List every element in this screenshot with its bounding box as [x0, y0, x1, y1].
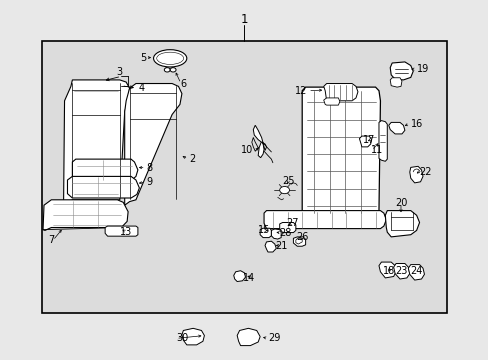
- Text: 2: 2: [189, 154, 196, 164]
- Text: 21: 21: [274, 240, 287, 251]
- Ellipse shape: [153, 50, 186, 67]
- Text: 18: 18: [382, 266, 395, 276]
- Polygon shape: [233, 271, 245, 282]
- Polygon shape: [409, 166, 422, 183]
- Polygon shape: [43, 200, 128, 230]
- Polygon shape: [407, 265, 424, 280]
- Polygon shape: [293, 237, 305, 246]
- Text: 30: 30: [176, 333, 188, 343]
- Text: 1: 1: [240, 13, 248, 26]
- Polygon shape: [264, 211, 386, 229]
- Polygon shape: [302, 87, 380, 216]
- Polygon shape: [378, 262, 395, 278]
- Text: 7: 7: [48, 235, 54, 246]
- Text: 12: 12: [294, 86, 306, 96]
- Bar: [41, 41, 447, 313]
- Text: 8: 8: [146, 163, 153, 173]
- Text: 26: 26: [295, 232, 308, 242]
- Polygon shape: [182, 328, 204, 345]
- Text: 16: 16: [410, 119, 422, 129]
- Text: 29: 29: [267, 333, 280, 343]
- Text: 11: 11: [370, 145, 382, 156]
- Text: 13: 13: [120, 227, 132, 237]
- Circle shape: [170, 68, 176, 72]
- Text: 28: 28: [279, 228, 291, 238]
- Circle shape: [279, 186, 289, 194]
- Polygon shape: [67, 176, 139, 198]
- Polygon shape: [237, 328, 260, 346]
- Text: 9: 9: [146, 177, 153, 187]
- Polygon shape: [389, 78, 401, 87]
- Text: 3: 3: [117, 67, 122, 77]
- Polygon shape: [63, 80, 129, 205]
- Polygon shape: [295, 238, 302, 244]
- Text: 22: 22: [419, 167, 431, 177]
- Text: 15: 15: [257, 225, 270, 235]
- Polygon shape: [378, 121, 386, 161]
- Text: 23: 23: [394, 266, 407, 276]
- Polygon shape: [388, 122, 404, 134]
- Polygon shape: [271, 229, 281, 239]
- Polygon shape: [385, 211, 419, 237]
- Polygon shape: [258, 141, 264, 158]
- Text: 6: 6: [180, 79, 186, 89]
- Polygon shape: [105, 226, 138, 236]
- Polygon shape: [72, 159, 138, 181]
- Polygon shape: [253, 125, 266, 150]
- Polygon shape: [323, 98, 339, 105]
- Text: 19: 19: [416, 64, 428, 74]
- Polygon shape: [389, 62, 412, 80]
- Text: 27: 27: [285, 218, 298, 228]
- Polygon shape: [264, 241, 276, 252]
- Text: 14: 14: [243, 273, 255, 283]
- Polygon shape: [124, 84, 182, 205]
- Polygon shape: [359, 136, 371, 147]
- Text: 4: 4: [139, 83, 144, 93]
- Text: 24: 24: [409, 266, 422, 276]
- Polygon shape: [279, 222, 295, 233]
- Polygon shape: [323, 84, 357, 101]
- Polygon shape: [393, 264, 409, 279]
- Circle shape: [164, 68, 170, 72]
- Text: 25: 25: [282, 176, 294, 186]
- Text: 10: 10: [241, 145, 253, 156]
- Polygon shape: [260, 228, 271, 238]
- Text: 17: 17: [362, 135, 375, 145]
- Text: 5: 5: [140, 53, 146, 63]
- Text: 20: 20: [394, 198, 407, 208]
